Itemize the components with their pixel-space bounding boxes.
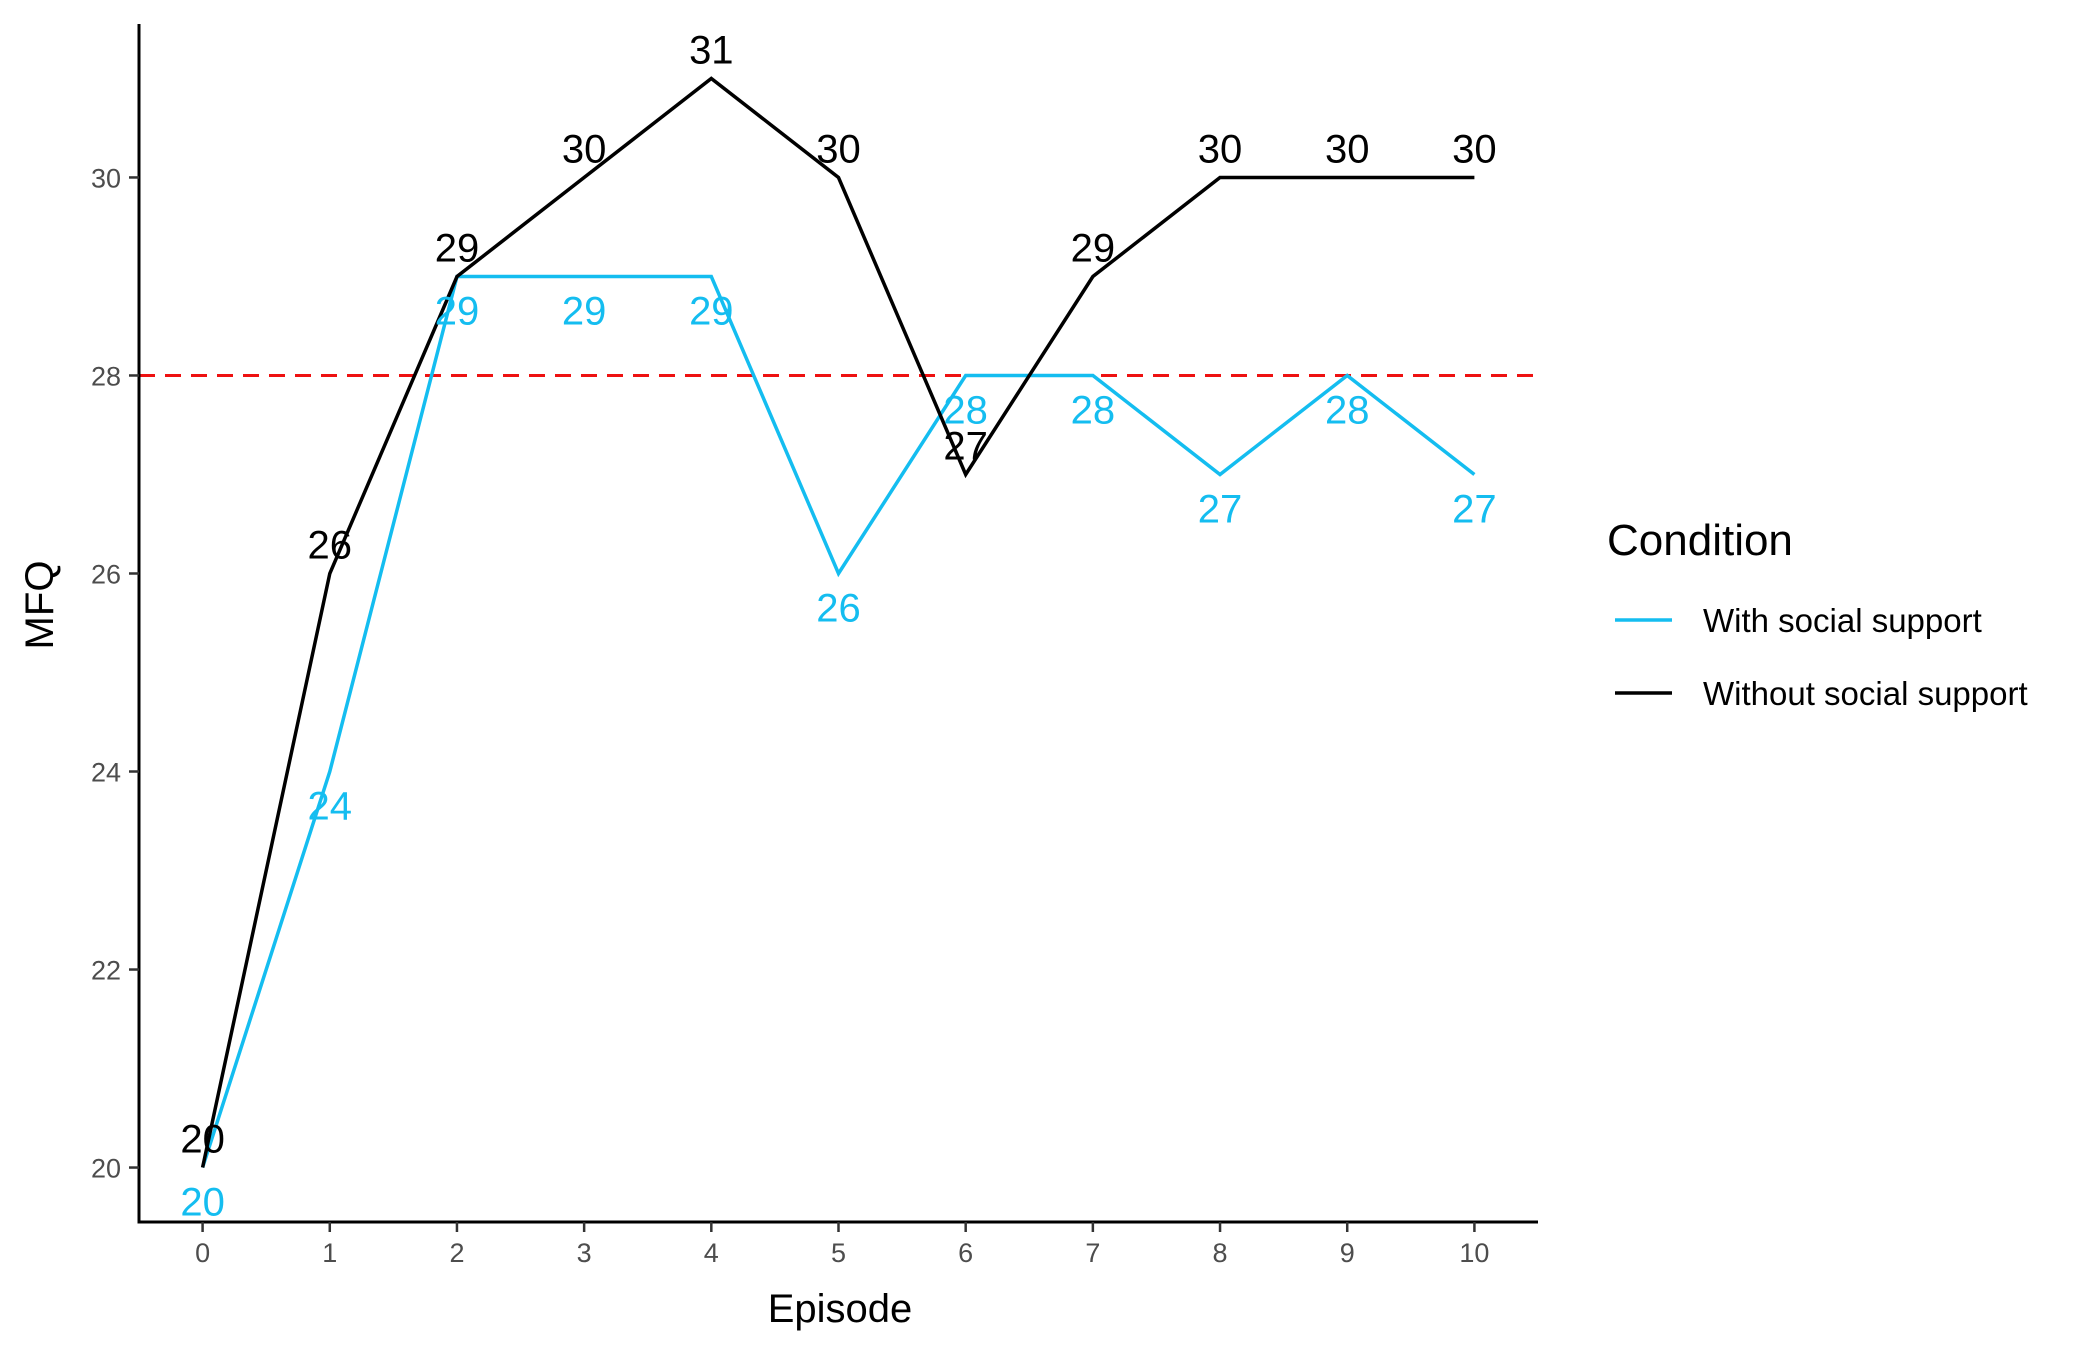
data-label-1-4: 31 <box>689 28 734 72</box>
series-layer <box>200 76 1476 1169</box>
data-label-1-0: 20 <box>180 1118 225 1162</box>
x-tick-label-3: 3 <box>577 1238 592 1268</box>
x-tick-label-6: 6 <box>958 1238 973 1268</box>
series-line-0 <box>200 274 1476 1169</box>
data-label-1-9: 30 <box>1325 127 1370 171</box>
y-tick-label-30: 30 <box>91 163 121 193</box>
legend-label-0: With social support <box>1703 602 1982 639</box>
data-label-0-9: 28 <box>1325 388 1370 432</box>
data-label-0-4: 29 <box>689 289 734 333</box>
data-label-0-3: 29 <box>562 289 607 333</box>
x-tick-label-10: 10 <box>1459 1238 1489 1268</box>
data-label-0-8: 27 <box>1198 487 1243 531</box>
y-axis-title: MFQ <box>18 561 62 650</box>
x-tick-label-1: 1 <box>322 1238 337 1268</box>
y-tick-label-20: 20 <box>91 1154 121 1184</box>
y-tick-label-24: 24 <box>91 758 121 788</box>
x-tick-label-5: 5 <box>831 1238 846 1268</box>
y-tick-label-28: 28 <box>91 361 121 391</box>
data-label-1-5: 30 <box>816 127 861 171</box>
data-label-1-6: 27 <box>943 424 988 468</box>
x-tick-label-4: 4 <box>704 1238 719 1268</box>
data-label-1-7: 29 <box>1071 226 1116 270</box>
data-label-0-2: 29 <box>435 289 480 333</box>
x-tick-label-9: 9 <box>1340 1238 1355 1268</box>
legend-title: Condition <box>1607 516 1793 565</box>
x-tick-label-0: 0 <box>195 1238 210 1268</box>
data-label-0-10: 27 <box>1452 487 1497 531</box>
data-label-1-10: 30 <box>1452 127 1497 171</box>
x-tick-label-2: 2 <box>449 1238 464 1268</box>
data-label-0-1: 24 <box>308 785 353 829</box>
data-label-0-6: 28 <box>943 388 988 432</box>
y-tick-label-22: 22 <box>91 956 121 986</box>
data-label-0-7: 28 <box>1071 388 1116 432</box>
data-label-0-0: 20 <box>180 1181 225 1225</box>
legend: Condition With social support Without soc… <box>1607 516 2028 712</box>
y-tick-label-26: 26 <box>91 559 121 589</box>
x-axis-title: Episode <box>768 1287 913 1331</box>
axes: 0 1 2 3 4 5 6 7 8 9 10 20 22 24 26 28 30 <box>91 24 1538 1268</box>
data-label-1-3: 30 <box>562 127 607 171</box>
legend-label-1: Without social support <box>1703 675 2028 712</box>
data-label-1-2: 29 <box>435 226 480 270</box>
x-tick-label-8: 8 <box>1213 1238 1228 1268</box>
legend-items: With social support Without social suppor… <box>1615 602 2028 712</box>
x-tick-label-7: 7 <box>1085 1238 1100 1268</box>
data-label-1-1: 26 <box>308 523 353 567</box>
data-label-1-8: 30 <box>1198 127 1243 171</box>
series-line-1 <box>200 76 1475 1168</box>
data-label-0-5: 26 <box>816 586 861 630</box>
